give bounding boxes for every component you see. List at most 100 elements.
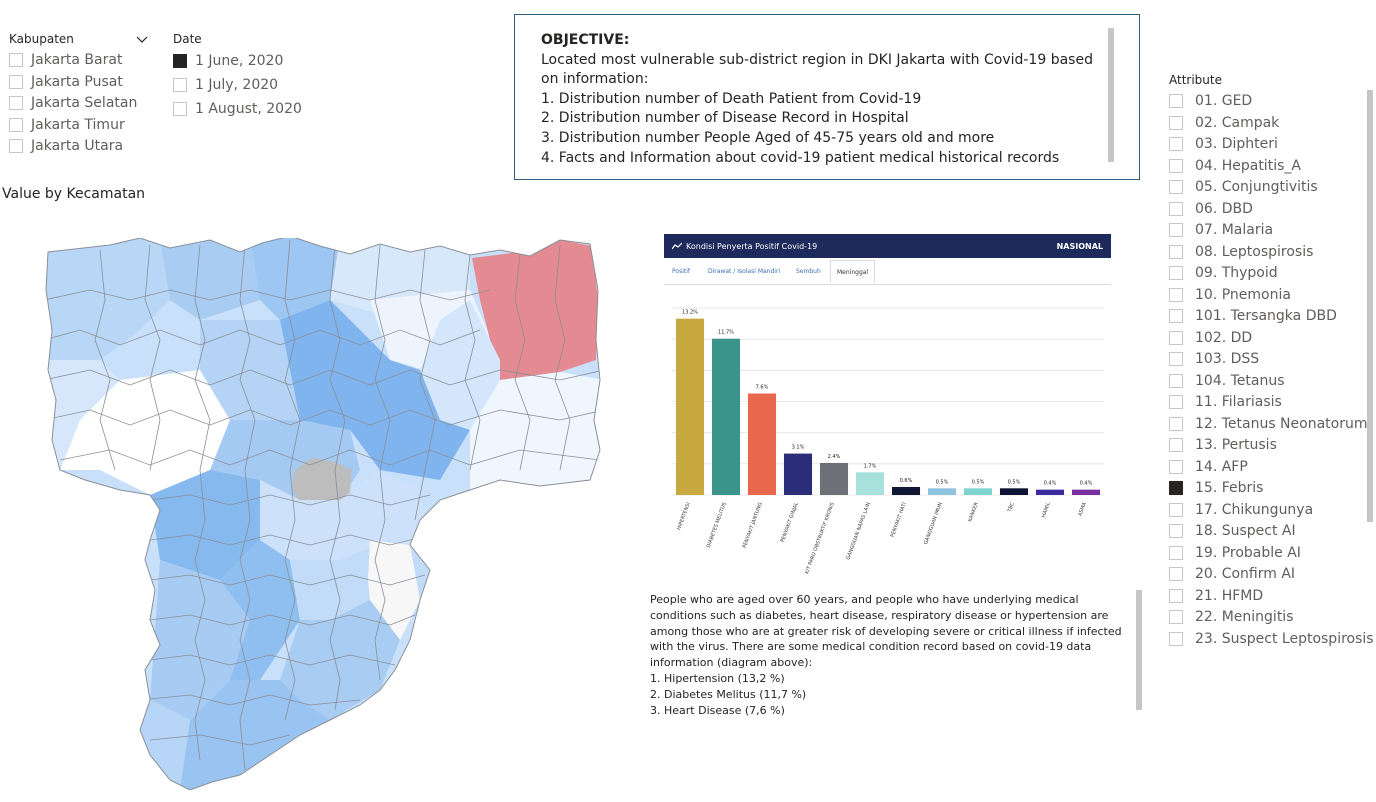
checkbox[interactable] <box>1169 438 1183 452</box>
kab-item[interactable]: Jakarta Pusat <box>9 74 123 90</box>
date-item[interactable]: 1 July, 2020 <box>173 77 278 93</box>
checkbox[interactable] <box>1169 201 1183 216</box>
attr-item[interactable]: 06. DBD <box>1169 201 1253 217</box>
tab-meninggal[interactable]: Meninggal <box>830 260 876 283</box>
checkbox[interactable] <box>1169 180 1183 194</box>
checkbox-label: 12. Tetanus Neonatorum <box>1195 415 1368 432</box>
attr-item[interactable]: 20. Confirm AI <box>1169 566 1295 582</box>
checkbox-label: 04. Hepatitis_A <box>1195 157 1301 174</box>
checkbox[interactable] <box>1169 244 1183 259</box>
attribute-scrollbar[interactable] <box>1367 90 1373 522</box>
attr-item[interactable]: 07. Malaria <box>1169 222 1273 238</box>
checkbox-label: 01. GED <box>1195 93 1253 109</box>
attr-item[interactable]: 03. Diphteri <box>1169 136 1278 152</box>
attr-item[interactable]: 101. Tersangka DBD <box>1169 308 1337 324</box>
bar <box>819 462 849 495</box>
attr-item[interactable]: 17. Chikungunya <box>1169 502 1313 518</box>
attr-item[interactable]: 22. Meningitis <box>1169 609 1294 625</box>
attr-item[interactable]: 11. Filariasis <box>1169 394 1282 410</box>
kab-item[interactable]: Jakarta Selatan <box>9 95 137 111</box>
bar-value-label: 0.4% <box>1044 481 1057 487</box>
attr-item[interactable]: 21. HFMD <box>1169 588 1263 604</box>
attr-item[interactable]: 103. DSS <box>1169 351 1259 367</box>
attr-item[interactable]: 04. Hepatitis_A <box>1169 158 1301 174</box>
kab-item[interactable]: Jakarta Barat <box>9 52 122 68</box>
attr-item[interactable]: 10. Pnemonia <box>1169 287 1291 303</box>
category-label: HIPERTENSI <box>676 502 692 531</box>
checkbox-label: 08. Leptospirosis <box>1195 243 1314 260</box>
category-label: HAMIL <box>1041 501 1052 518</box>
attr-item[interactable]: 23. Suspect Leptospirosis <box>1169 631 1374 647</box>
checkbox[interactable] <box>1169 610 1183 624</box>
kab-item[interactable]: Jakarta Timur <box>9 117 125 133</box>
tab-sembuh[interactable]: Sembuh <box>796 268 821 275</box>
tab-positif[interactable]: Positif <box>672 268 690 275</box>
attr-item[interactable]: 104. Tetanus <box>1169 373 1285 389</box>
checkbox[interactable] <box>9 117 23 132</box>
checkbox[interactable] <box>1169 330 1183 345</box>
checkbox[interactable] <box>1169 309 1183 323</box>
checkbox[interactable] <box>1169 287 1183 302</box>
checkbox[interactable] <box>9 139 23 153</box>
checkbox[interactable] <box>1169 588 1183 603</box>
checkbox[interactable] <box>9 74 23 89</box>
description-scrollbar[interactable] <box>1136 590 1142 710</box>
objective-heading: OBJECTIVE: <box>541 32 630 48</box>
checkbox[interactable] <box>1169 416 1183 431</box>
bar-value-label: 0.6% <box>900 478 913 484</box>
category-label: DIABETES MELITUS <box>706 502 728 549</box>
kab-item[interactable]: Jakarta Utara <box>9 138 123 154</box>
checkbox-label: 17. Chikungunya <box>1195 501 1314 518</box>
attr-item[interactable]: 102. DD <box>1169 330 1252 346</box>
checkbox[interactable] <box>9 53 23 67</box>
checkbox[interactable] <box>1169 524 1183 538</box>
attr-item[interactable]: 14. AFP <box>1169 459 1248 475</box>
checkbox[interactable] <box>1169 266 1183 280</box>
attr-item[interactable]: 13. Pertusis <box>1169 437 1277 453</box>
attr-item[interactable]: 12. Tetanus Neonatorum <box>1169 416 1367 432</box>
checkbox[interactable] <box>1169 395 1183 409</box>
date-item[interactable]: 1 August, 2020 <box>173 101 302 117</box>
description-text: People who are aged over 60 years, and p… <box>650 592 1136 717</box>
tab-dirawat[interactable]: Dirawat / Isolasi Mandiri <box>708 268 781 275</box>
checkbox-label: 1 June, 2020 <box>195 53 284 69</box>
attr-item[interactable]: 01. GED <box>1169 93 1252 109</box>
objective-line: Located most vulnerable sub-district reg… <box>541 51 1093 88</box>
attr-item[interactable]: 05. Conjungtivitis <box>1169 179 1318 195</box>
checkbox[interactable] <box>1169 137 1183 151</box>
attr-item[interactable]: 09. Thypoid <box>1169 265 1278 281</box>
attr-item[interactable]: 18. Suspect AI <box>1169 523 1296 539</box>
attr-item[interactable]: 08. Leptospirosis <box>1169 244 1313 260</box>
checkbox[interactable] <box>1169 459 1183 474</box>
checkbox[interactable] <box>173 78 187 92</box>
checkbox[interactable] <box>173 54 187 68</box>
attr-item[interactable]: 15. Febris <box>1169 480 1263 496</box>
checkbox[interactable] <box>1169 502 1183 517</box>
checkbox-label: 18. Suspect AI <box>1195 523 1296 539</box>
checkbox[interactable] <box>1169 631 1183 646</box>
checkbox[interactable] <box>1169 373 1183 388</box>
checkbox[interactable] <box>1169 545 1183 560</box>
checkbox[interactable] <box>1169 158 1183 173</box>
checkbox[interactable] <box>173 102 187 116</box>
checkbox-label: 104. Tetanus <box>1195 372 1285 389</box>
chevron-down-icon[interactable] <box>136 34 148 44</box>
kecamatan-choropleth-map[interactable] <box>44 238 604 790</box>
attr-item[interactable]: 02. Campak <box>1169 115 1279 131</box>
checkbox[interactable] <box>1169 223 1183 237</box>
checkbox[interactable] <box>1169 352 1183 366</box>
date-item[interactable]: 1 June, 2020 <box>173 53 283 69</box>
checkbox-label: 19. Probable AI <box>1195 544 1301 561</box>
checkbox[interactable] <box>1169 481 1183 495</box>
bar <box>783 453 813 495</box>
checkbox[interactable] <box>1169 115 1183 130</box>
checkbox[interactable] <box>1169 567 1183 581</box>
checkbox-label: 09. Thypoid <box>1195 265 1278 281</box>
checkbox[interactable] <box>9 96 23 110</box>
objective-line: 2. Distribution number of Disease Record… <box>541 110 909 127</box>
kondisi-penyerta-chart: Kondisi Penyerta Positif Covid-19 NASION… <box>664 234 1111 574</box>
bar-value-label: 0.5% <box>972 479 985 485</box>
objective-scrollbar[interactable] <box>1108 28 1114 162</box>
checkbox[interactable] <box>1169 94 1183 108</box>
attr-item[interactable]: 19. Probable AI <box>1169 545 1301 561</box>
